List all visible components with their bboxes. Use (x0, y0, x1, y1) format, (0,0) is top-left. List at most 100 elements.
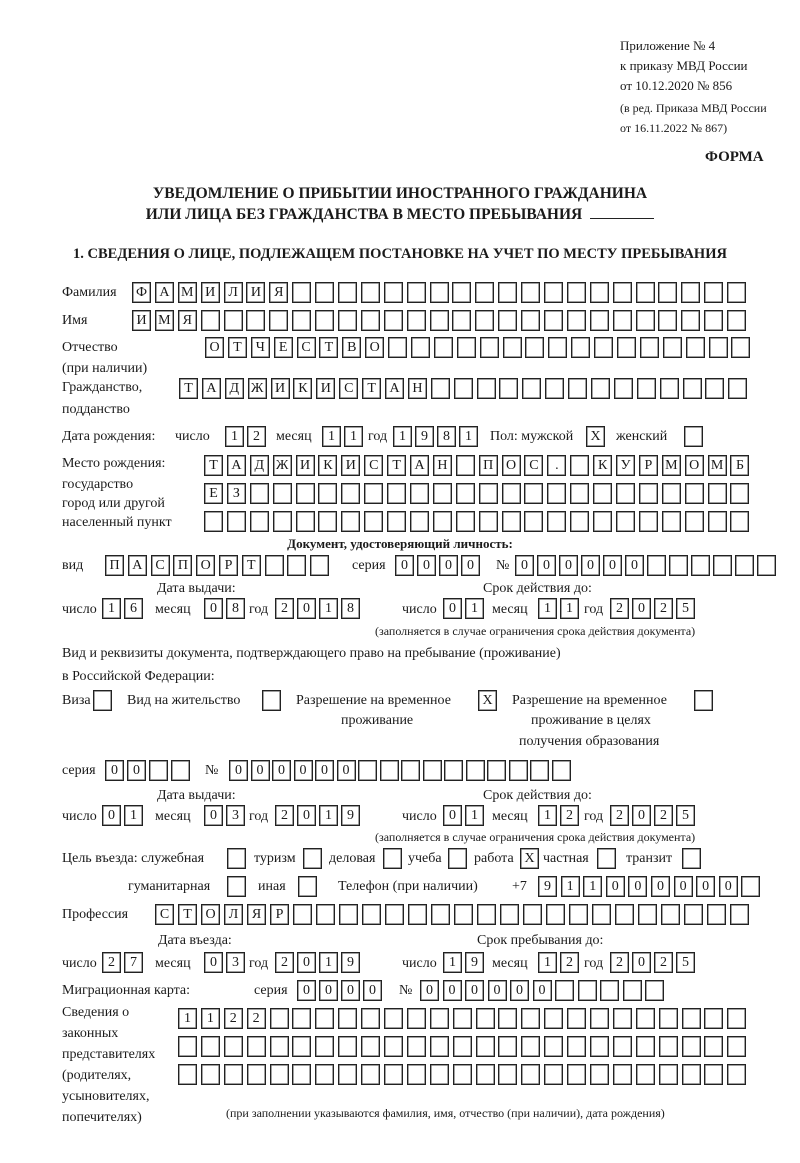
char-box[interactable]: 0 (632, 598, 651, 619)
char-box[interactable] (477, 904, 496, 925)
char-box[interactable]: 1 (538, 952, 557, 973)
char-box[interactable] (223, 1036, 243, 1057)
char-box[interactable]: 0 (293, 760, 313, 781)
char-box[interactable]: 2 (275, 598, 294, 619)
char-box[interactable]: 0 (442, 980, 462, 1001)
char-box[interactable]: 7 (124, 952, 143, 973)
char-box[interactable] (555, 980, 574, 1001)
char-box[interactable] (727, 1036, 747, 1057)
char-box[interactable] (429, 1064, 449, 1085)
char-box[interactable] (659, 378, 679, 399)
char-box[interactable]: Т (204, 455, 223, 476)
char-box[interactable]: 2 (223, 1008, 243, 1029)
representatives-row-3[interactable] (178, 1064, 747, 1085)
char-box[interactable]: 0 (673, 876, 693, 897)
char-box[interactable]: 2 (610, 805, 629, 826)
char-box[interactable]: И (295, 455, 315, 476)
char-box[interactable]: 0 (204, 598, 223, 619)
char-box[interactable]: 0 (718, 876, 738, 897)
char-box[interactable]: 0 (581, 555, 600, 576)
char-box[interactable]: 8 (226, 598, 245, 619)
char-box[interactable] (547, 483, 567, 504)
char-box[interactable] (741, 876, 761, 897)
char-box[interactable] (684, 483, 704, 504)
char-box[interactable] (570, 455, 590, 476)
char-box[interactable] (498, 1036, 518, 1057)
char-box[interactable] (735, 555, 754, 576)
char-box[interactable] (501, 511, 521, 532)
char-box[interactable]: 1 (393, 426, 412, 447)
char-box[interactable]: 1 (319, 598, 338, 619)
char-box[interactable] (727, 1064, 747, 1085)
char-box[interactable] (411, 337, 431, 358)
char-box[interactable]: Я (247, 904, 266, 925)
char-box[interactable]: О (196, 555, 216, 576)
char-box[interactable]: 1 (225, 426, 244, 447)
char-box[interactable]: 9 (465, 952, 484, 973)
char-box[interactable] (178, 1036, 197, 1057)
char-box[interactable]: Р (638, 455, 658, 476)
char-box[interactable] (338, 1008, 358, 1029)
char-box[interactable]: 2 (247, 426, 266, 447)
char-box[interactable] (658, 1036, 678, 1057)
char-box[interactable] (590, 1064, 610, 1085)
char-box[interactable] (684, 904, 703, 925)
char-box[interactable] (448, 848, 467, 869)
char-box[interactable]: С (296, 337, 316, 358)
char-box[interactable] (707, 511, 727, 532)
char-box[interactable] (577, 980, 597, 1001)
char-box[interactable] (728, 378, 748, 399)
char-box[interactable]: А (154, 282, 174, 303)
char-box[interactable] (432, 483, 452, 504)
char-box[interactable]: 1 (443, 952, 462, 973)
char-box[interactable] (303, 848, 322, 869)
char-box[interactable]: К (593, 455, 613, 476)
char-box[interactable] (406, 282, 426, 303)
char-box[interactable] (622, 980, 642, 1001)
char-box[interactable] (571, 337, 591, 358)
char-box[interactable]: П (105, 555, 124, 576)
char-box[interactable] (249, 483, 269, 504)
char-box[interactable] (200, 310, 220, 331)
char-box[interactable]: И (341, 455, 361, 476)
char-box[interactable] (589, 310, 609, 331)
char-box[interactable] (635, 282, 655, 303)
char-box[interactable]: 0 (443, 805, 462, 826)
char-box[interactable] (432, 511, 452, 532)
char-box[interactable]: 0 (417, 555, 436, 576)
char-box[interactable] (429, 1036, 449, 1057)
char-box[interactable]: З (226, 483, 246, 504)
char-box[interactable] (502, 337, 522, 358)
char-box[interactable] (479, 337, 499, 358)
char-box[interactable]: 0 (632, 805, 651, 826)
char-box[interactable] (694, 690, 713, 711)
char-box[interactable]: Т (362, 378, 382, 399)
char-box[interactable] (682, 848, 701, 869)
char-box[interactable] (612, 310, 632, 331)
char-box[interactable] (246, 1036, 266, 1057)
sex-male-checkbox[interactable]: Х (586, 426, 605, 447)
char-box[interactable] (635, 1064, 655, 1085)
char-box[interactable]: М (177, 282, 197, 303)
char-box[interactable]: Н (407, 378, 427, 399)
char-box[interactable]: О (684, 455, 704, 476)
char-box[interactable] (730, 511, 750, 532)
char-box[interactable]: 1 (102, 598, 121, 619)
char-box[interactable] (310, 555, 330, 576)
char-box[interactable] (645, 980, 664, 1001)
char-box[interactable] (567, 1064, 587, 1085)
char-box[interactable] (338, 1036, 358, 1057)
char-box[interactable]: 6 (124, 598, 143, 619)
char-box[interactable] (684, 426, 703, 447)
purpose-official-checkbox[interactable] (227, 848, 246, 869)
char-box[interactable] (530, 760, 549, 781)
char-box[interactable]: Д (224, 378, 244, 399)
char-box[interactable]: 0 (250, 760, 270, 781)
char-box[interactable] (384, 1036, 404, 1057)
